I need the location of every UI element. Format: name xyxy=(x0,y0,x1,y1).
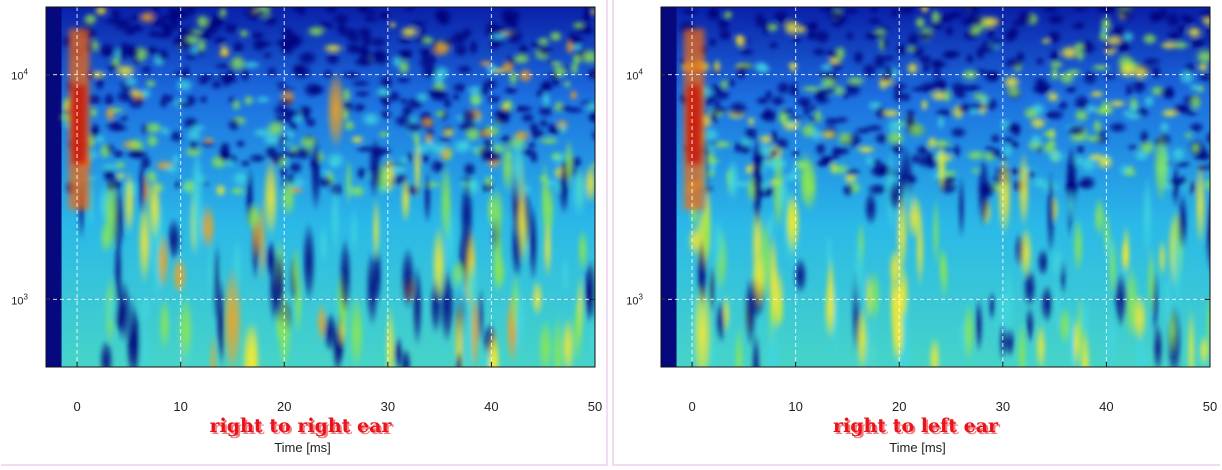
intensity-features xyxy=(68,28,347,367)
grid xyxy=(46,7,595,367)
grid xyxy=(661,7,1210,367)
x-tick-label: 50 xyxy=(588,399,602,414)
x-tick-label: 10 xyxy=(173,399,187,414)
y-tick-label: 103 xyxy=(626,292,643,307)
chart-title-shadow: right to right ear xyxy=(212,417,395,439)
x-tick-label: 10 xyxy=(788,399,802,414)
pre-onset-region xyxy=(46,7,62,367)
chart-title-shadow: right to left ear xyxy=(835,417,1001,439)
heatmap-area xyxy=(46,7,595,367)
x-tick-label: 20 xyxy=(892,399,906,414)
x-axis-label: Time [ms] xyxy=(274,440,331,455)
left-panel-frame xyxy=(1,0,608,466)
y-tick-label: 104 xyxy=(11,68,28,83)
heatmap-area xyxy=(661,7,1210,367)
spectral-texture xyxy=(58,7,595,367)
x-tick-label: 40 xyxy=(1099,399,1113,414)
x-tick-label: 0 xyxy=(688,399,695,414)
intensity-features xyxy=(683,28,713,367)
x-tick-label: 30 xyxy=(996,399,1010,414)
y-tick-label: 103 xyxy=(11,292,28,307)
y-tick-label: 104 xyxy=(626,68,643,83)
intensity-peak xyxy=(326,69,347,150)
x-axis-label: Time [ms] xyxy=(889,440,946,455)
intensity-peak xyxy=(692,279,713,367)
plot-frame xyxy=(660,6,1211,368)
x-tick-label: 50 xyxy=(1203,399,1217,414)
x-tick-label: 30 xyxy=(381,399,395,414)
x-tick-label: 20 xyxy=(277,399,291,414)
x-tick-label: 0 xyxy=(73,399,80,414)
chart-title: right to left ear xyxy=(833,415,999,437)
chart-title: right to right ear xyxy=(210,415,393,437)
plot-frame xyxy=(45,6,596,368)
intensity-peak xyxy=(222,266,243,367)
onset-peak xyxy=(71,84,87,165)
right-panel-frame xyxy=(612,0,1220,466)
x-tick-label: 40 xyxy=(484,399,498,414)
onset-peak xyxy=(686,84,702,165)
pre-onset-region xyxy=(661,7,677,367)
